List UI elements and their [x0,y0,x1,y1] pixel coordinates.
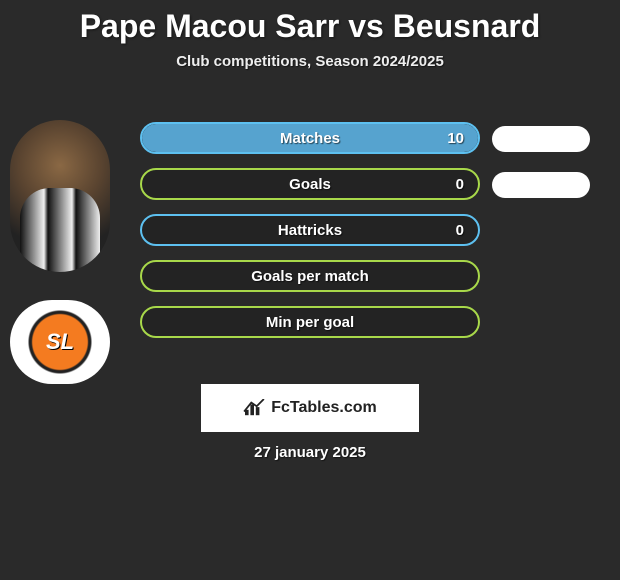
comparison-pill [492,126,590,152]
stat-bar: Matches 10 [140,122,480,154]
stat-bar-label: Goals per match [251,268,369,285]
attribution-box: FcTables.com [201,384,419,432]
comparison-pills [492,122,590,198]
stat-bar: Hattricks 0 [140,214,480,246]
club-badge: SL [25,307,95,377]
attribution-text: FcTables.com [271,399,377,417]
stat-bar-value: 0 [456,176,464,193]
stat-bar: Goals per match [140,260,480,292]
stat-bar: Goals 0 [140,168,480,200]
stat-bar-label: Min per goal [266,314,354,331]
stat-bar-label: Hattricks [278,222,342,239]
stat-bar-label: Goals [289,176,331,193]
vs-separator: vs [339,8,392,44]
player-photo-avatar [10,120,110,272]
subtitle: Club competitions, Season 2024/2025 [0,53,620,70]
comparison-pill [492,172,590,198]
stat-bar-value: 10 [447,130,464,147]
player-b-name: Beusnard [393,8,541,44]
stat-bar: Min per goal [140,306,480,338]
date-text: 27 january 2025 [0,444,620,461]
stat-bar-label: Matches [280,130,340,147]
stat-bars: Matches 10 Goals 0 Hattricks 0 Goals per match… [140,122,480,338]
club-logo-avatar: SL [10,300,110,384]
stat-bar-value: 0 [456,222,464,239]
page-title: Pape Macou Sarr vs Beusnard [0,0,620,45]
avatar-column: SL [10,120,110,384]
player-a-name: Pape Macou Sarr [80,8,340,44]
bar-chart-icon [243,399,265,417]
